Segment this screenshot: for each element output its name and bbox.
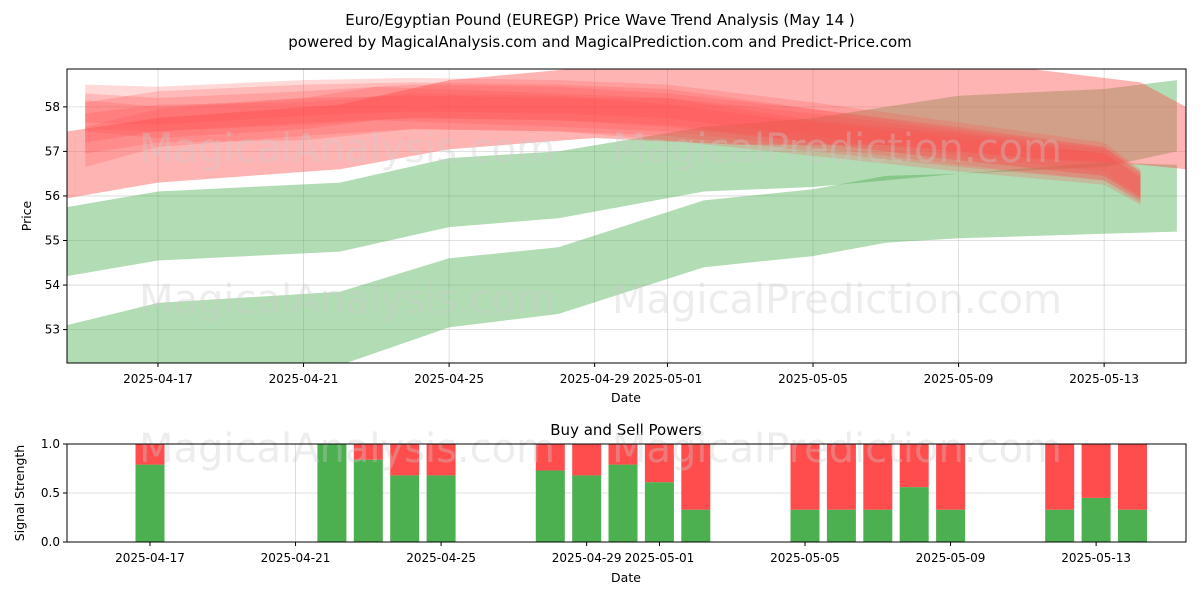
buy-power-bar [936, 509, 966, 542]
signal-y-axis-label: Signal Strength [12, 445, 27, 541]
sell-power-bar [135, 444, 165, 465]
buy-power-bar [899, 487, 929, 542]
red-trend-band [85, 84, 1141, 199]
signal-y-ticks: 0.0 0.5 1.0 [41, 437, 67, 549]
red-trend-band [85, 77, 1141, 196]
price-y-tick-label: 53 [45, 323, 60, 337]
sell-power-bar [426, 444, 456, 476]
price-x-tick-label: 2025-04-25 [414, 372, 484, 386]
buy-power-bar [572, 475, 602, 542]
signal-x-tick-label: 2025-04-25 [406, 551, 476, 565]
signal-x-tick-label: 2025-04-29 [552, 551, 622, 565]
signal-y-tick-label: 0.0 [41, 535, 60, 549]
buy-power-bar [681, 509, 711, 542]
price-x-tick-label: 2025-04-17 [123, 372, 193, 386]
sell-power-bar [936, 444, 966, 510]
price-bands [67, 69, 1186, 363]
price-x-ticks: 2025-04-17 2025-04-21 2025-04-25 2025-04-29… [123, 363, 1139, 386]
signal-x-tick-label: 2025-04-17 [115, 551, 185, 565]
buy-power-bar [353, 459, 383, 542]
watermark-analysis-top: MagicalAnalysis.com [139, 126, 555, 172]
price-x-axis-label: Date [611, 390, 641, 405]
signal-panel-title: Buy and Sell Powers [550, 421, 702, 439]
sell-power-bar [1045, 444, 1075, 510]
watermark-analysis-bottom: MagicalAnalysis.com [139, 426, 555, 472]
signal-x-tick-label: 2025-05-01 [625, 551, 695, 565]
buy-power-bar [535, 470, 565, 542]
red-trend-band [85, 82, 1141, 199]
buy-power-bar [1045, 509, 1075, 542]
sell-power-bar [1118, 444, 1147, 510]
sell-power-bar [644, 444, 674, 483]
watermark-analysis-middle: MagicalAnalysis.com [139, 277, 555, 323]
price-panel: MagicalAnalysis.com MagicalPrediction.co… [19, 68, 1187, 405]
buy-power-bar [1081, 497, 1111, 542]
price-x-tick-label: 2025-04-21 [269, 372, 339, 386]
sell-power-bar [353, 444, 383, 460]
buy-power-bar [826, 509, 856, 542]
price-y-axis-label: Price [19, 200, 34, 231]
sell-power-bar [790, 444, 820, 510]
chart-title: Euro/Egyptian Pound (EUREGP) Price Wave … [345, 11, 854, 29]
buy-power-bar [426, 475, 456, 542]
buy-power-bar [863, 509, 893, 542]
price-y-tick-label: 58 [45, 100, 60, 114]
sell-power-bar [535, 444, 565, 471]
price-y-tick-label: 57 [45, 144, 60, 158]
price-x-tick-label: 2025-05-13 [1069, 372, 1139, 386]
price-x-tick-label: 2025-05-09 [924, 372, 994, 386]
signal-x-tick-label: 2025-05-09 [916, 551, 986, 565]
signal-y-tick-label: 0.5 [41, 486, 60, 500]
sell-power-bar [390, 444, 420, 476]
price-panel-background [67, 69, 1186, 363]
sell-power-bar [572, 444, 602, 476]
watermark-prediction-top: MagicalPrediction.com [612, 126, 1062, 172]
price-y-tick-label: 55 [45, 234, 60, 248]
signal-x-tick-label: 2025-05-05 [770, 551, 840, 565]
buy-power-bar [390, 475, 420, 542]
buy-power-bar [1118, 509, 1147, 542]
red-trend-band [85, 95, 1141, 201]
signal-panel: Buy and Sell Powers MagicalAnalysis.com … [12, 421, 1187, 585]
sell-power-bar [608, 444, 638, 465]
price-y-tick-label: 54 [45, 278, 60, 292]
signal-x-ticks: 2025-04-17 2025-04-21 2025-04-25 2025-04-29… [115, 542, 1131, 565]
red-trend-band [67, 69, 1186, 199]
green-trend-band [67, 162, 1177, 363]
signal-x-tick-label: 2025-04-21 [261, 551, 331, 565]
sell-power-bar [1081, 444, 1111, 498]
signal-x-axis-label: Date [611, 570, 641, 585]
watermark-prediction-bottom: MagicalPrediction.com [612, 426, 1062, 472]
price-x-tick-label: 2025-05-01 [633, 372, 703, 386]
buy-power-bar [644, 482, 674, 542]
price-y-ticks: 53 54 55 56 57 58 [45, 100, 67, 337]
sell-power-bar [681, 444, 711, 510]
signal-x-tick-label: 2025-05-13 [1061, 551, 1131, 565]
signal-bars [135, 444, 1147, 542]
green-trend-band [67, 80, 1177, 277]
signal-y-tick-label: 1.0 [41, 437, 60, 451]
sell-power-bar [899, 444, 929, 488]
price-grid [67, 69, 1186, 363]
buy-power-bar [608, 464, 638, 542]
price-x-tick-label: 2025-04-29 [560, 372, 630, 386]
chart-subtitle: powered by MagicalAnalysis.com and Magic… [288, 33, 912, 51]
red-trend-band [85, 93, 1141, 205]
sell-power-bar [826, 444, 856, 510]
sell-power-bar [863, 444, 893, 510]
price-panel-frame [66, 68, 1187, 364]
buy-power-bar [135, 464, 165, 542]
watermark-prediction-middle: MagicalPrediction.com [612, 277, 1062, 323]
buy-power-bar [317, 444, 347, 542]
price-x-tick-label: 2025-05-05 [778, 372, 848, 386]
price-y-tick-label: 56 [45, 189, 60, 203]
buy-power-bar [790, 509, 820, 542]
red-trend-band [85, 86, 1141, 203]
